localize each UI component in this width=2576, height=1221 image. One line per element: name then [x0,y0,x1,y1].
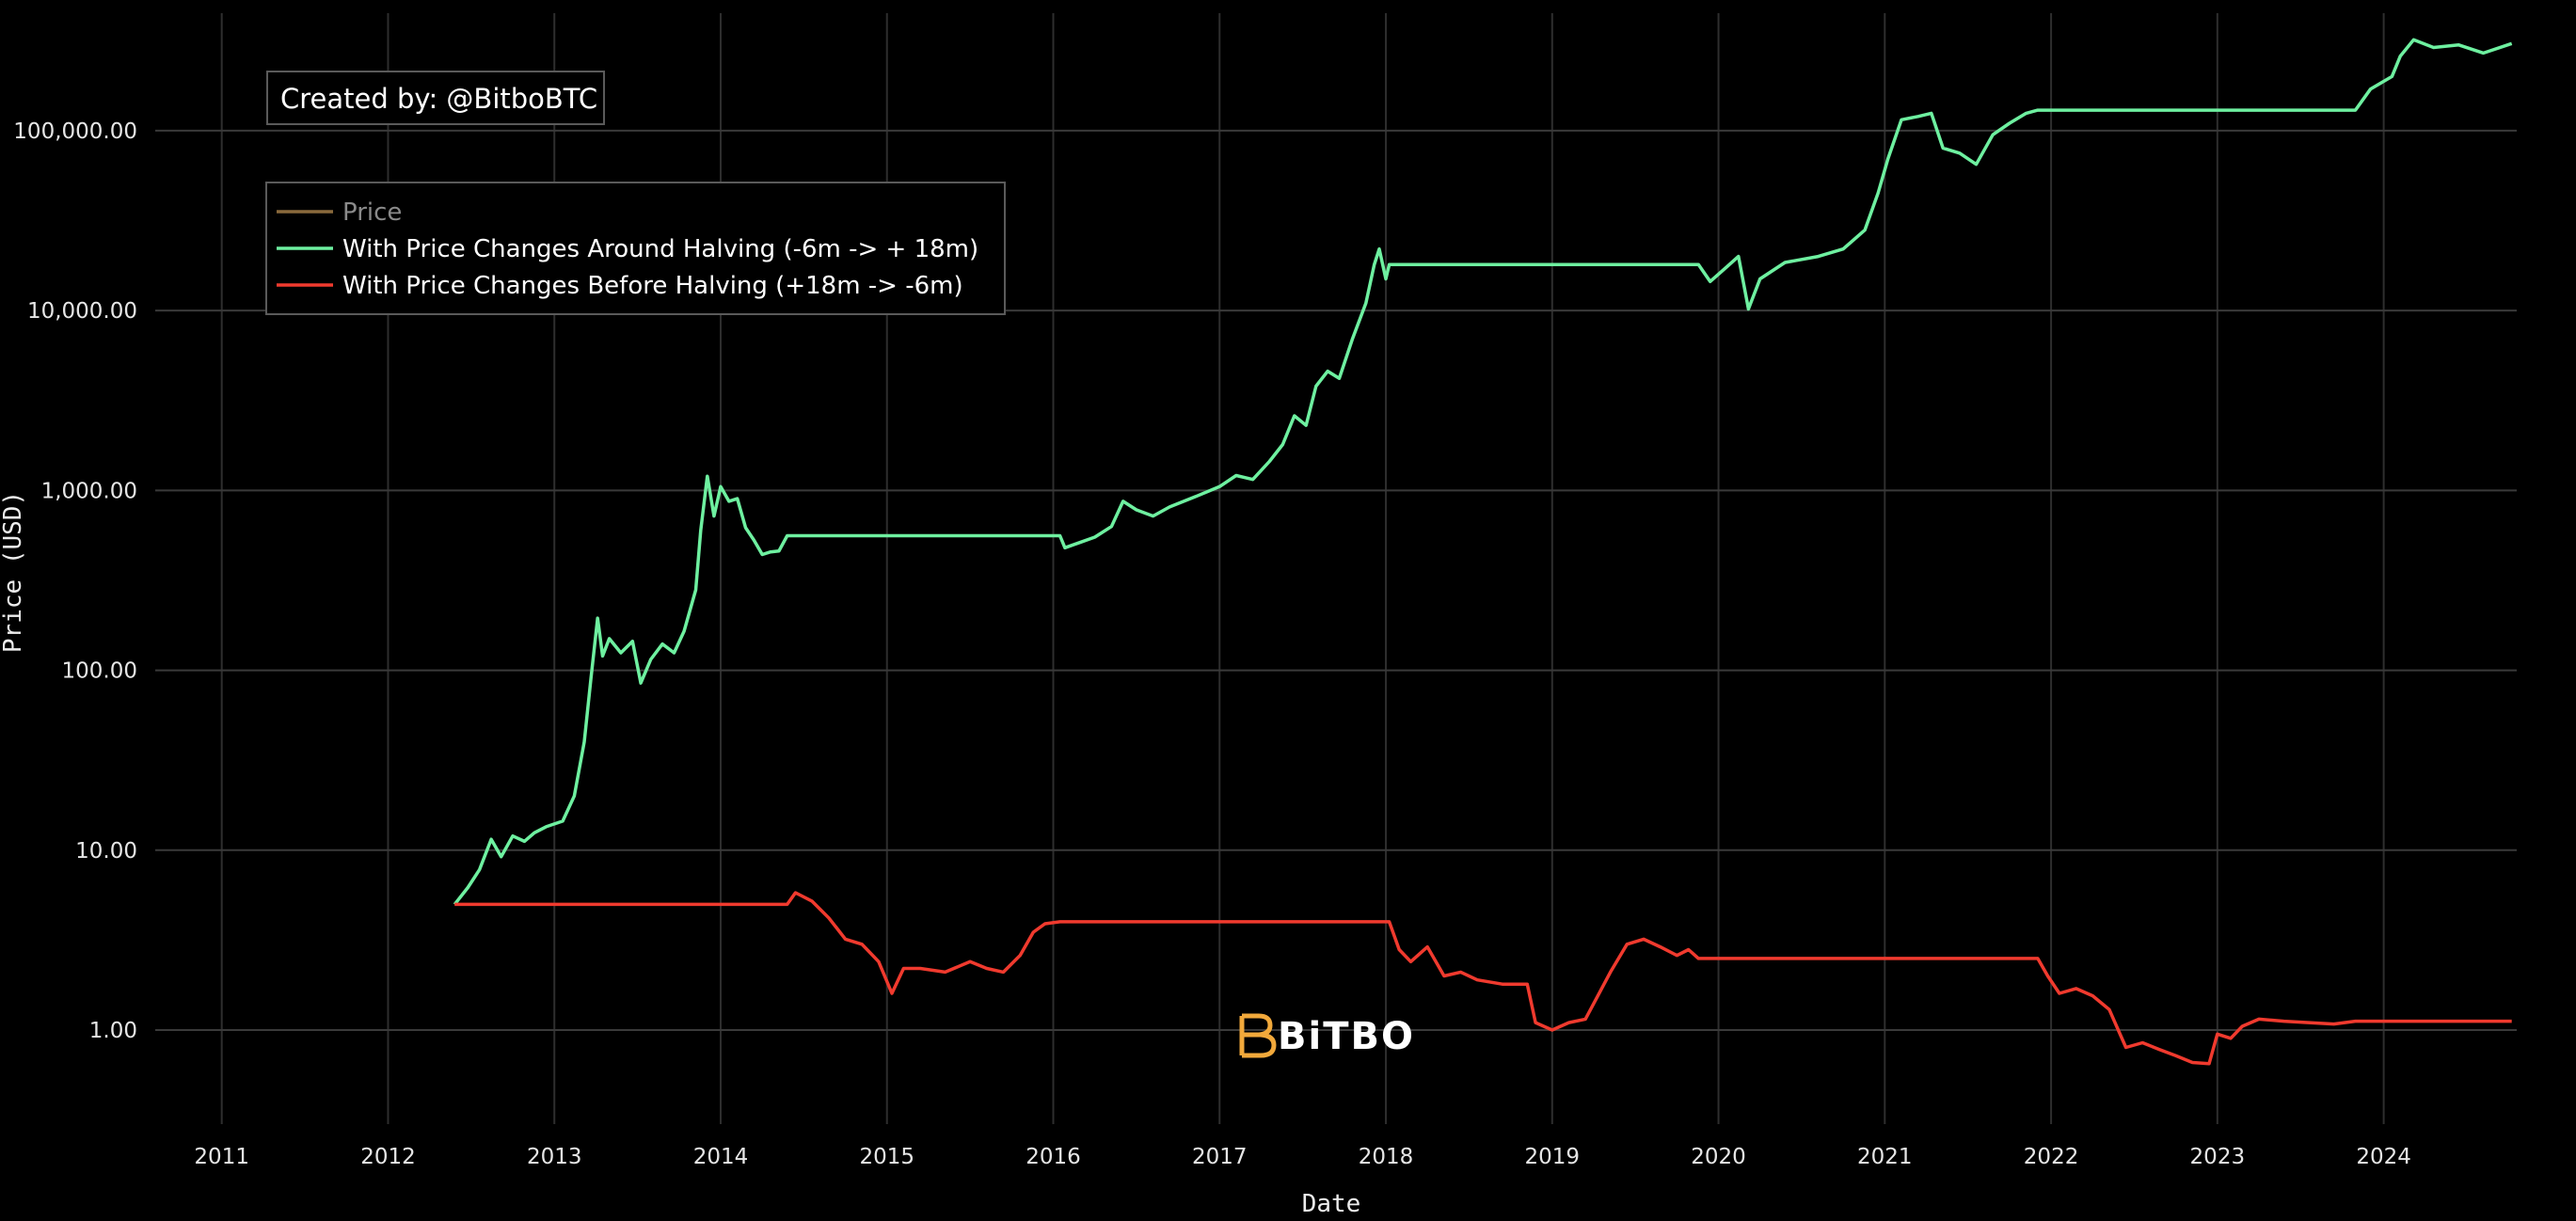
series-lines [453,38,2513,1066]
y-tick-label: 100.00 [62,659,137,684]
credit-text: Created by: @BitboBTC [280,83,597,115]
x-tick-label: 2024 [2356,1145,2411,1169]
y-tick-labels: 1.00 10.00 100.00 1,000.00 10,000.00 100,000.… [13,119,137,1043]
legend-label[interactable]: With Price Changes Before Halving (+18m … [342,272,963,300]
x-tick-label: 2018 [1359,1145,1414,1169]
legend-label[interactable]: Price [342,198,402,227]
x-tick-label: 2021 [1857,1145,1913,1169]
x-tick-label: 2017 [1192,1145,1248,1169]
legend-label[interactable]: With Price Changes Around Halving (-6m -… [342,235,978,263]
bitbo-logo-icon [1239,1013,1277,1058]
x-tick-label: 2011 [194,1145,249,1169]
legend: Price With Price Changes Around Halving (… [265,182,1006,315]
y-tick-label: 100,000.00 [13,119,137,144]
x-tick-labels: 2011 2012 2013 2014 2015 2016 2017 2018 2019 2020… [194,1145,2410,1169]
x-tick-label: 2019 [1525,1145,1581,1169]
x-tick-label: 2012 [360,1145,416,1169]
x-tick-label: 2013 [527,1145,582,1169]
series-line-2 [454,891,2512,1066]
y-tick-label: 10,000.00 [27,299,137,324]
x-tick-label: 2022 [2024,1145,2079,1169]
y-tick-label: 10.00 [75,839,137,864]
x-tick-label: 2020 [1691,1145,1746,1169]
series-line-1 [453,38,2513,906]
x-tick-label: 2014 [693,1145,749,1169]
x-tick-label: 2016 [1026,1145,1081,1169]
x-tick-label: 2023 [2190,1145,2246,1169]
x-tick-label: 2015 [859,1145,914,1169]
y-axis-title: Price (USD) [0,491,27,653]
credit-box: Created by: @BitboBTC [266,71,605,125]
bitbo-logo-text: BiTBO [1278,1015,1415,1058]
x-axis-title: Date [1302,1190,1361,1218]
y-tick-label: 1,000.00 [41,479,137,503]
bitbo-logo: BiTBO [1239,1013,1415,1058]
y-tick-label: 1.00 [89,1019,137,1043]
